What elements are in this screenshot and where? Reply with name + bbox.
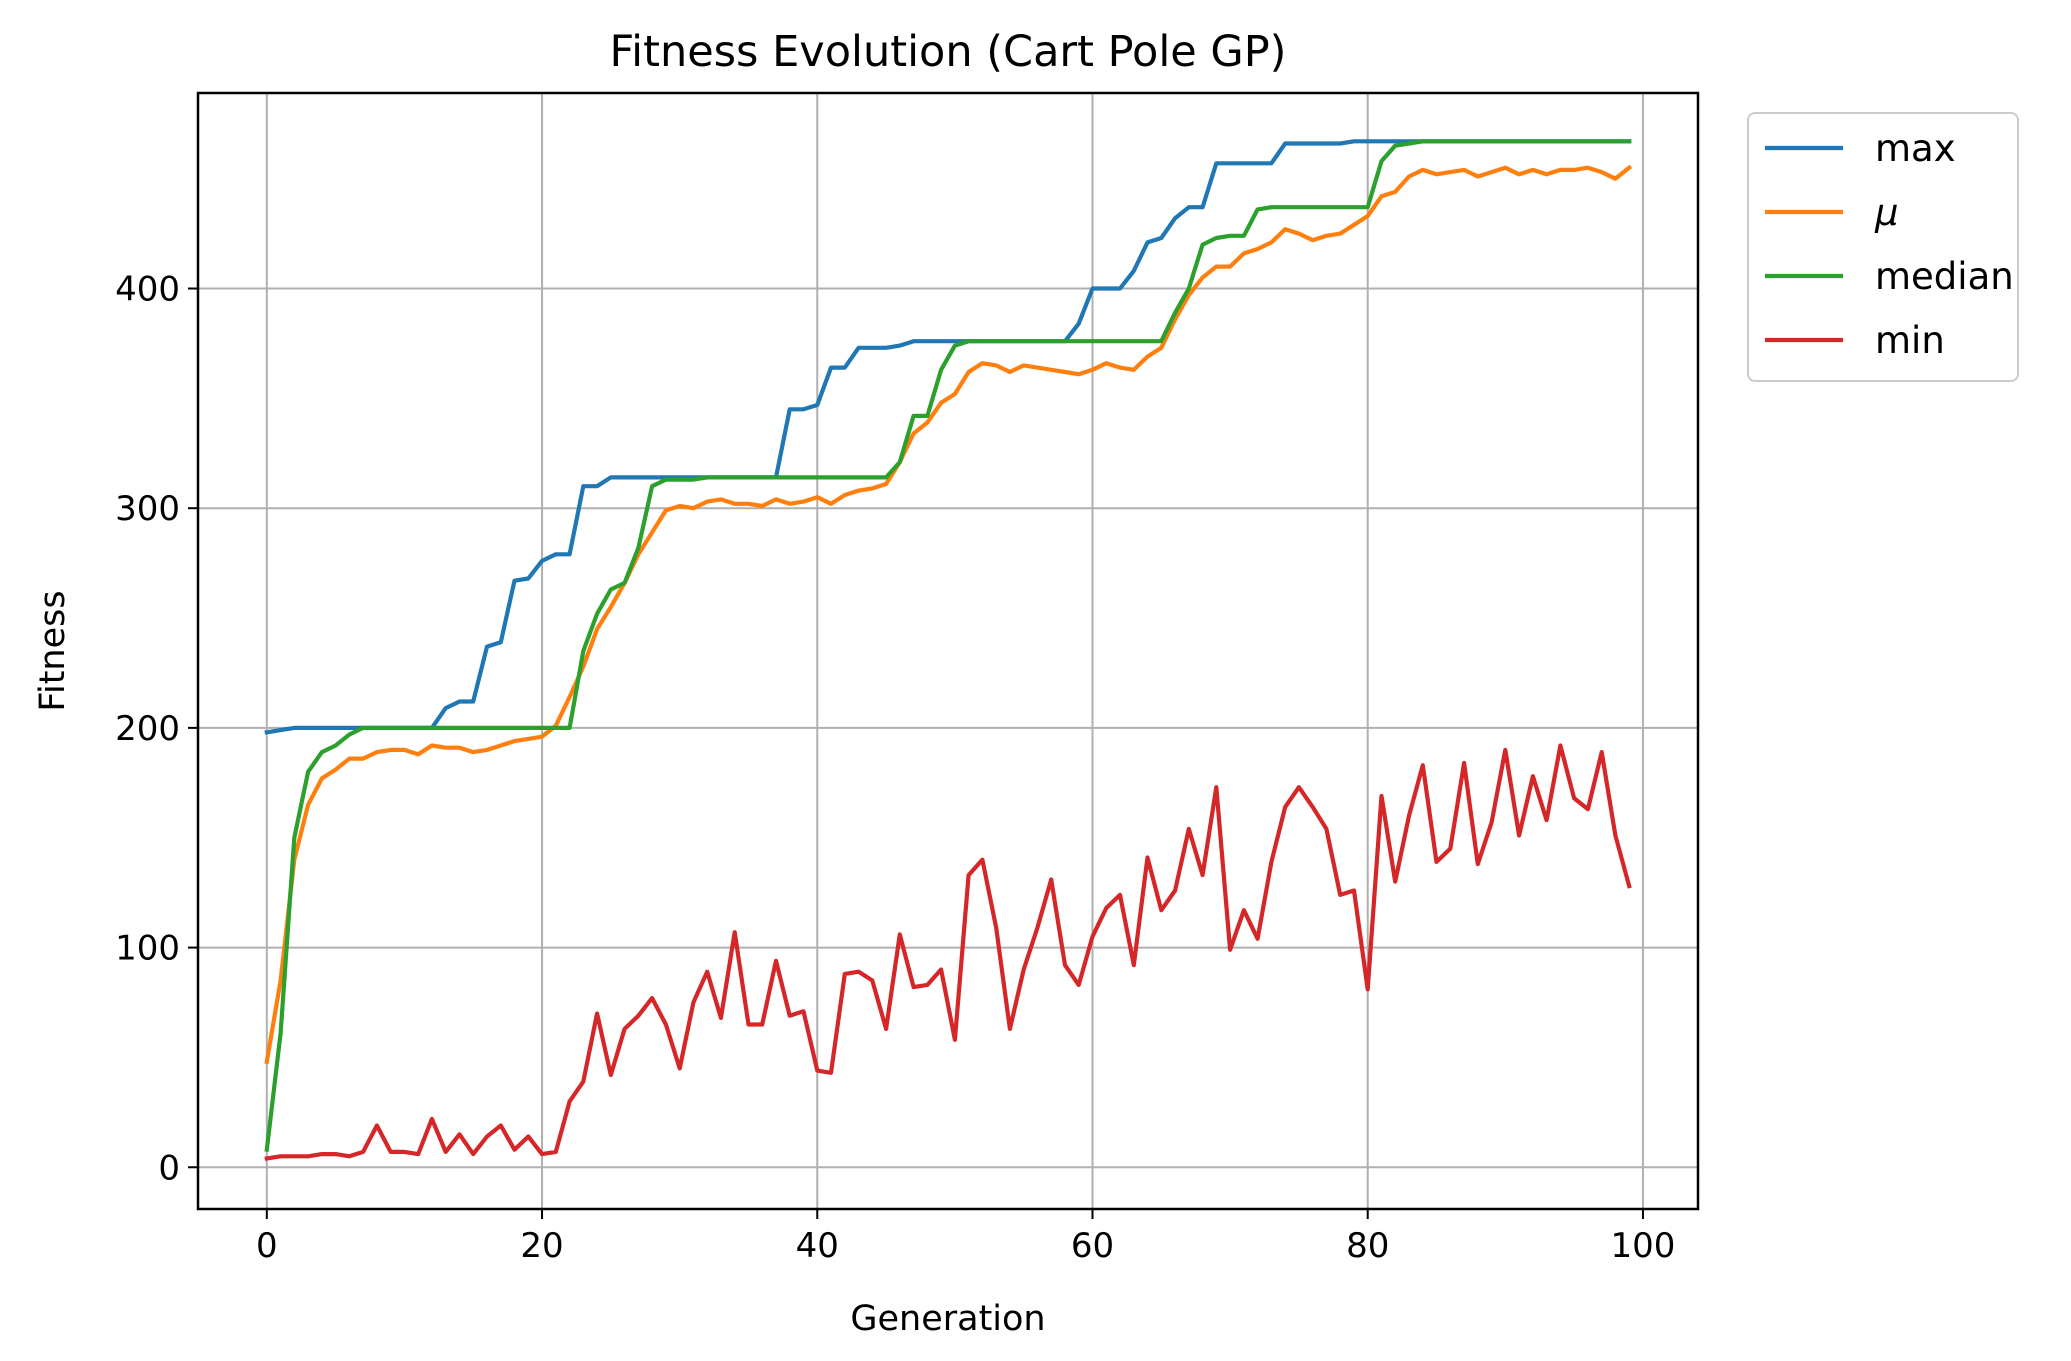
x-axis-label: Generation xyxy=(850,1299,1045,1339)
y-axis-label: Fitness xyxy=(33,590,73,711)
series-line-4 xyxy=(264,743,1632,1161)
y-tick-label: 300 xyxy=(115,489,180,529)
legend-label: median xyxy=(1875,255,2014,298)
legend-label: max xyxy=(1875,127,1956,170)
y-tick-label: 100 xyxy=(115,929,180,969)
x-tick-label: 80 xyxy=(1346,1226,1389,1266)
series-line-1 xyxy=(264,139,1632,735)
axis-ticks: 0 20 40 60 80 100 0 100 200 300 400 xyxy=(115,270,1675,1266)
series-line-2 xyxy=(264,164,1633,1065)
y-tick-label: 200 xyxy=(115,709,180,749)
y-tick-label: 400 xyxy=(115,270,180,310)
legend-label: μ xyxy=(1874,191,1899,234)
x-tick-label: 100 xyxy=(1611,1226,1676,1266)
series-line-3 xyxy=(264,139,1632,1153)
legend-label: min xyxy=(1875,319,1945,362)
plot-frame xyxy=(196,91,1700,1211)
y-tick-label: 0 xyxy=(158,1148,180,1188)
legend-box xyxy=(1747,112,2019,382)
chart-title: Fitness Evolution (Cart Pole GP) xyxy=(610,27,1287,77)
series-lines xyxy=(264,139,1633,1161)
x-tick-label: 60 xyxy=(1071,1226,1114,1266)
x-tick-label: 0 xyxy=(256,1226,278,1266)
legend: max μ median min xyxy=(1747,112,2019,382)
x-tick-label: 40 xyxy=(796,1226,839,1266)
x-tick-label: 20 xyxy=(520,1226,563,1266)
